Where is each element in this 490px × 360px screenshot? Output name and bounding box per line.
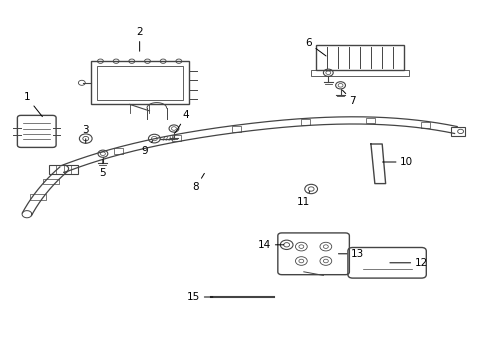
Text: 10: 10 <box>383 157 413 167</box>
Text: 15: 15 <box>187 292 213 302</box>
Bar <box>366 118 374 123</box>
Bar <box>311 70 409 76</box>
Bar <box>421 122 430 128</box>
Bar <box>30 194 46 200</box>
Text: 1: 1 <box>24 92 42 117</box>
Text: 6: 6 <box>305 38 326 56</box>
Text: 7: 7 <box>343 90 356 106</box>
Bar <box>232 126 241 132</box>
Text: 9: 9 <box>141 141 153 156</box>
Text: 8: 8 <box>193 174 204 192</box>
Bar <box>301 119 310 125</box>
Text: 4: 4 <box>175 110 190 132</box>
Bar <box>316 45 404 70</box>
Bar <box>451 127 465 136</box>
Bar <box>97 66 183 100</box>
Bar <box>91 61 189 104</box>
Text: 11: 11 <box>297 192 311 207</box>
Bar <box>49 165 78 174</box>
Text: 14: 14 <box>258 240 284 250</box>
Text: 3: 3 <box>82 125 89 143</box>
Text: 2: 2 <box>136 27 143 51</box>
Text: 12: 12 <box>390 258 428 268</box>
Bar <box>115 148 123 154</box>
Bar <box>43 179 59 184</box>
Text: 13: 13 <box>339 249 365 259</box>
Bar <box>172 135 181 141</box>
Text: 5: 5 <box>99 159 106 178</box>
